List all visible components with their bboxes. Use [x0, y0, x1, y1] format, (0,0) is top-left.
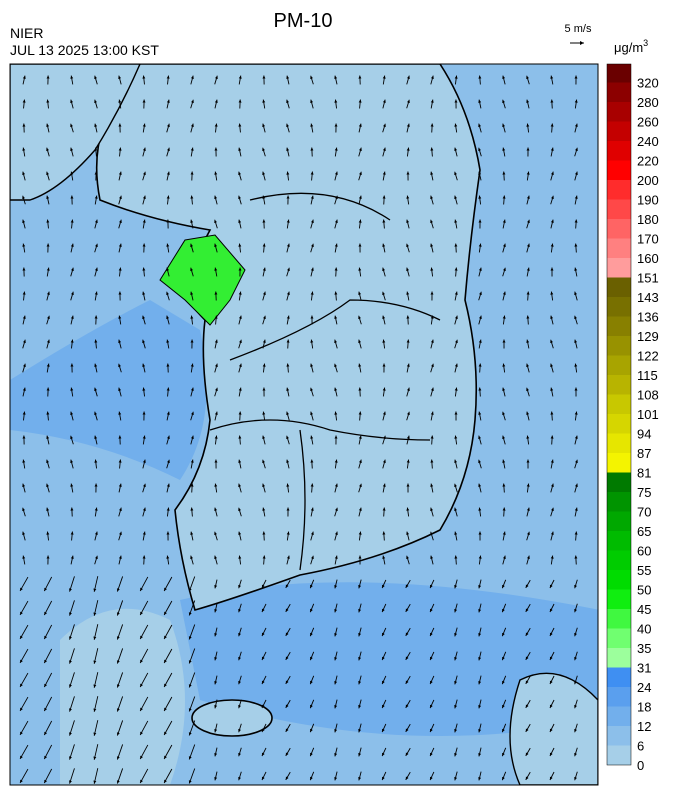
colorbar-label: 31: [637, 661, 651, 676]
colorbar-segment: [607, 278, 631, 298]
colorbar-label: 50: [637, 583, 651, 598]
colorbar-label: 160: [637, 251, 659, 266]
colorbar-label: 55: [637, 563, 651, 578]
colorbar-label: 280: [637, 95, 659, 110]
colorbar-segment: [607, 239, 631, 259]
colorbar-segment: [607, 200, 631, 220]
colorbar-label: 122: [637, 349, 659, 364]
colorbar-label: 75: [637, 485, 651, 500]
unit-base: μg/m: [614, 40, 643, 55]
colorbar-label: 0: [637, 758, 644, 773]
colorbar-segment: [607, 375, 631, 395]
colorbar-label: 12: [637, 719, 651, 734]
colorbar-segment: [607, 551, 631, 571]
colorbar-label: 108: [637, 388, 659, 403]
colorbar-label: 94: [637, 427, 651, 442]
colorbar-segment: [607, 317, 631, 337]
colorbar-segment: [607, 531, 631, 551]
colorbar-label: 136: [637, 310, 659, 325]
colorbar-segment: [607, 356, 631, 376]
colorbar-label: 101: [637, 407, 659, 422]
colorbar-segment: [607, 122, 631, 142]
colorbar-segment: [607, 102, 631, 122]
colorbar-segment: [607, 590, 631, 610]
colorbar-label: 81: [637, 466, 651, 481]
unit-power: 3: [643, 38, 648, 48]
datetime: JUL 13 2025 13:00 KST: [10, 42, 159, 58]
colorbar-segment: [607, 570, 631, 590]
colorbar-label: 180: [637, 212, 659, 227]
land: [510, 673, 598, 785]
jeju-island: [192, 700, 272, 736]
agency: NIER: [10, 25, 43, 41]
colorbar-segment: [607, 64, 631, 83]
colorbar-label: 60: [637, 544, 651, 559]
colorbar-segment: [607, 609, 631, 629]
colorbar-segment: [607, 180, 631, 200]
colorbar-label: 65: [637, 524, 651, 539]
colorbar-label: 170: [637, 232, 659, 247]
colorbar-segment: [607, 687, 631, 707]
colorbar-label: 35: [637, 641, 651, 656]
colorbar-label: 220: [637, 154, 659, 169]
colorbar-segment: [607, 161, 631, 181]
colorbar-segment: [607, 434, 631, 454]
colorbar-label: 320: [637, 76, 659, 91]
colorbar-label: 200: [637, 173, 659, 188]
colorbar-segment: [607, 648, 631, 668]
colorbar-segment: [607, 83, 631, 103]
colorbar-label: 45: [637, 602, 651, 617]
colorbar-segment: [607, 258, 631, 278]
colorbar-label: 115: [637, 368, 658, 383]
colorbar-segment: [607, 746, 631, 766]
colorbar-segment: [607, 512, 631, 532]
colorbar-label: 40: [637, 622, 651, 637]
colorbar-segment: [607, 219, 631, 239]
unit: μg/m3: [614, 38, 648, 55]
colorbar-label: 87: [637, 446, 651, 461]
colorbar-label: 18: [637, 700, 651, 715]
colorbar-segment: [607, 414, 631, 434]
colorbar-segment: [607, 726, 631, 746]
colorbar-label: 240: [637, 134, 659, 149]
colorbar-label: 24: [637, 680, 651, 695]
colorbar-label: 6: [637, 739, 644, 754]
colorbar-segment: [607, 668, 631, 688]
colorbar-label: 143: [637, 290, 659, 305]
colorbar-label: 190: [637, 193, 659, 208]
wind-scale-label: 5 m/s: [565, 23, 592, 35]
colorbar-segment: [607, 141, 631, 161]
colorbar-segment: [607, 395, 631, 415]
colorbar-label: 260: [637, 115, 659, 130]
colorbar-segment: [607, 297, 631, 317]
colorbar-segment: [607, 492, 631, 512]
colorbar-label: 70: [637, 505, 651, 520]
colorbar: 0 6 12 18 24 31 35 40 45 50 55 60 65 70 75 81 87 94 101 108…: [607, 64, 659, 773]
title: PM-10: [274, 10, 333, 32]
wind-scale-arrowhead: [580, 41, 584, 45]
colorbar-segment: [607, 336, 631, 356]
colorbar-segment: [607, 473, 631, 493]
colorbar-segment: [607, 707, 631, 727]
colorbar-label: 129: [637, 329, 659, 344]
colorbar-label: 151: [637, 271, 659, 286]
colorbar-segment: [607, 453, 631, 473]
map: [10, 64, 600, 785]
colorbar-segment: [607, 629, 631, 649]
